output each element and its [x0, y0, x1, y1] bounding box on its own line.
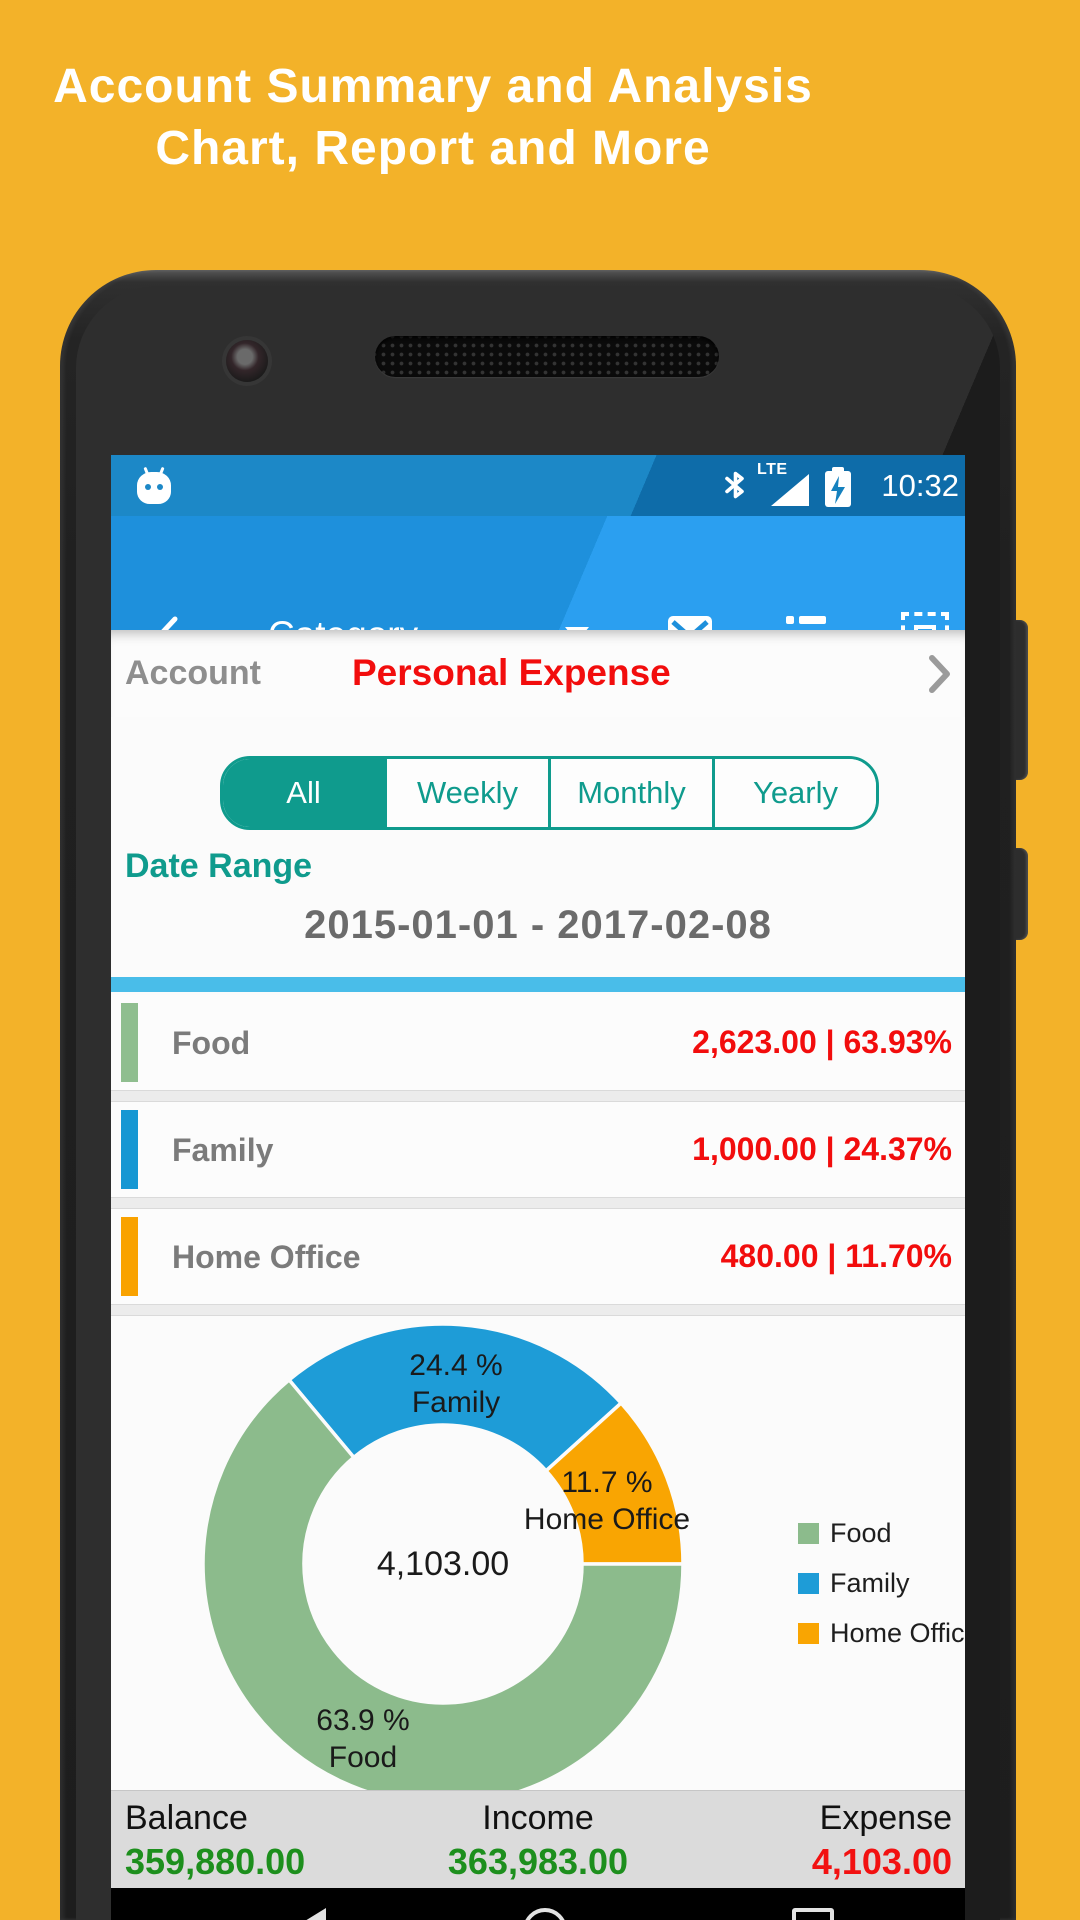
account-label: Account [125, 654, 261, 692]
bluetooth-icon [725, 471, 744, 499]
earpiece-speaker [375, 336, 719, 377]
banner-title: Account Summary and Analysis Chart, Repo… [0, 56, 866, 180]
legend-swatch [798, 1623, 819, 1644]
legend-swatch [798, 1523, 819, 1544]
phone-frame: LTE 10:32 Category [60, 270, 1016, 1920]
chevron-right-icon [929, 655, 950, 693]
summary-bar: Balance 359,880.00 Income 363,983.00 Exp… [111, 1790, 965, 1888]
category-row-family[interactable]: Family 1,000.00 | 24.37% [111, 1102, 965, 1197]
status-bar: LTE 10:32 [111, 455, 965, 516]
battery-icon [825, 467, 851, 507]
status-bar-clock: 10:32 [881, 468, 959, 503]
balance-value: 359,880.00 [125, 1841, 306, 1882]
phone-screen: LTE 10:32 Category [111, 455, 965, 1920]
section-divider [111, 977, 965, 992]
donut-chart: 24.4 % Family 11.7 % Home Office 63.9 % … [183, 1314, 703, 1834]
donut-slice-food[interactable] [201, 1378, 685, 1806]
category-color-bar [121, 1217, 138, 1296]
nav-home-icon[interactable] [523, 1908, 567, 1920]
android-nav-bar [111, 1888, 965, 1920]
income-value: 363,983.00 [447, 1841, 629, 1882]
category-value: 1,000.00 | 24.37% [692, 1131, 952, 1167]
category-row-home-office[interactable]: Home Office 480.00 | 11.70% [111, 1209, 965, 1304]
date-range-label: Date Range [125, 847, 313, 885]
account-value[interactable]: Personal Expense [352, 652, 671, 693]
expense-label: Expense [819, 1799, 952, 1837]
legend-swatch [798, 1573, 819, 1594]
income-label: Income [482, 1799, 594, 1837]
tab-monthly[interactable]: Monthly [548, 759, 712, 827]
front-camera [226, 340, 268, 382]
tab-yearly[interactable]: Yearly [712, 759, 876, 827]
category-row-food[interactable]: Food 2,623.00 | 63.93% [111, 995, 965, 1090]
banner-title-line1: Account Summary and Analysis [53, 60, 813, 113]
nav-back-icon[interactable] [300, 1908, 326, 1920]
category-color-bar [121, 1003, 138, 1082]
category-value: 2,623.00 | 63.93% [692, 1024, 952, 1060]
phone-bezel: LTE 10:32 Category [76, 286, 1000, 1920]
donut-slice-family[interactable] [287, 1322, 623, 1473]
tab-weekly[interactable]: Weekly [384, 759, 548, 827]
slice-label-food: 63.9 % Food [316, 1704, 410, 1774]
category-value: 480.00 | 11.70% [720, 1238, 952, 1274]
banner-title-line2: Chart, Report and More [155, 122, 711, 175]
tab-all[interactable]: All [223, 759, 384, 827]
expense-value: 4,103.00 [811, 1841, 952, 1882]
category-name: Home Office [172, 1239, 361, 1275]
nav-recents-icon[interactable] [792, 1908, 834, 1920]
category-color-bar [121, 1110, 138, 1189]
app-toolbar: Category [111, 516, 965, 660]
category-name: Food [172, 1025, 251, 1061]
row-divider [111, 1304, 965, 1316]
network-type-label: LTE [757, 461, 788, 478]
row-divider [111, 1090, 965, 1102]
balance-label: Balance [125, 1799, 248, 1837]
slice-label-family: 24.4 % Family [409, 1349, 503, 1419]
slice-label-home-office: 11.7 % Home Office [523, 1466, 691, 1536]
android-notification-icon [136, 466, 172, 504]
chart-center-total: 4,103.00 [376, 1545, 510, 1583]
row-divider [111, 1197, 965, 1209]
category-name: Family [172, 1132, 274, 1168]
account-selector-row[interactable]: Account Personal Expense [111, 630, 965, 717]
date-range-value[interactable]: 2015-01-01 - 2017-02-08 [304, 903, 772, 947]
signal-strength-icon [771, 474, 809, 506]
period-filter-tabs: All Weekly Monthly Yearly [220, 756, 879, 830]
